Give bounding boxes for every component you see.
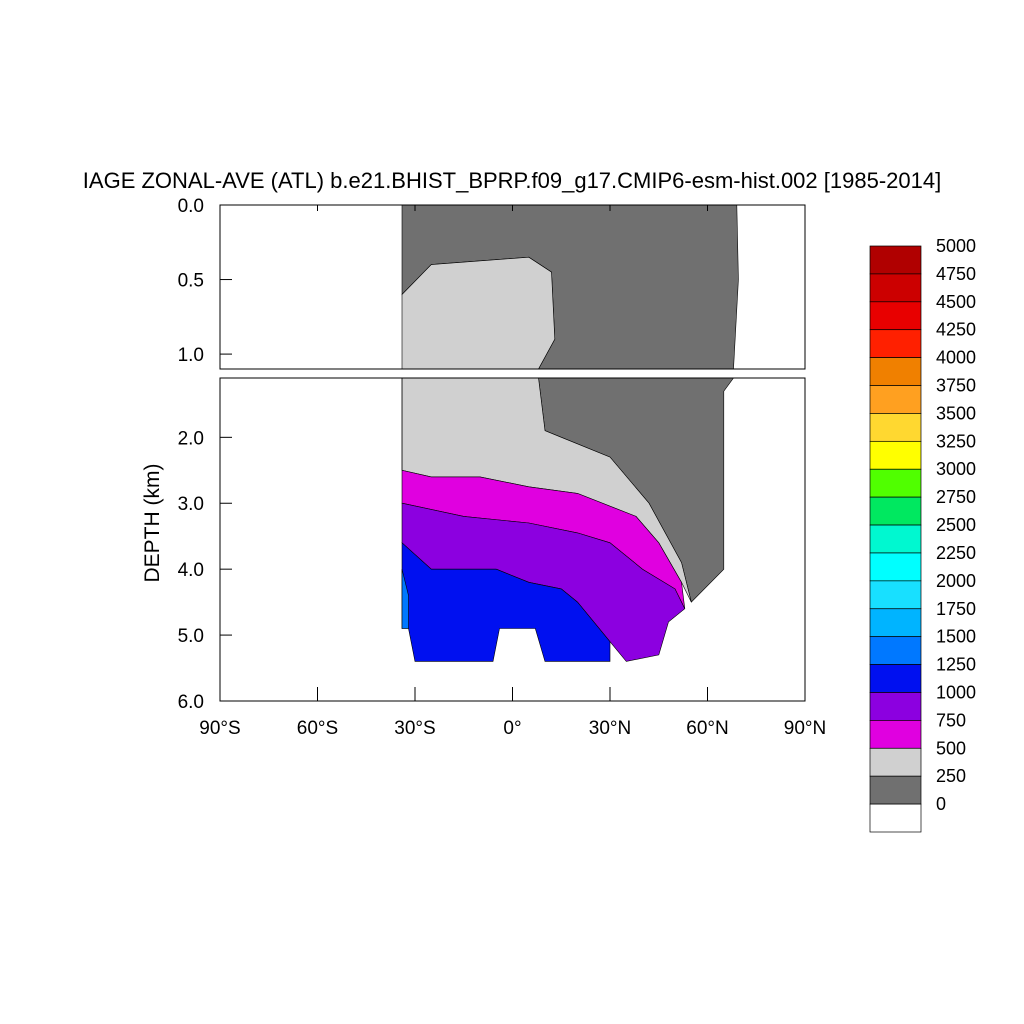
contour-region-1000-1250-upper (402, 742, 610, 1010)
colorbar-label: 4750 (936, 264, 976, 284)
colorbar-label: 1250 (936, 655, 976, 675)
x-tick-label: 60°N (686, 718, 728, 739)
y-tick-label: 6.0 (178, 692, 204, 713)
colorbar-label: 250 (936, 766, 966, 786)
y-axis: 0.0 0.5 1.0 2.0 3.0 4.0 5.0 6.0 (178, 196, 232, 713)
colorbar-swatch (869, 524, 922, 554)
colorbar-swatch (869, 468, 922, 498)
colorbar-label: 3750 (936, 376, 976, 396)
colorbar-swatch (869, 413, 922, 442)
colorbar-swatch (869, 636, 922, 665)
colorbar-swatch (869, 720, 922, 749)
colorbar-label: 750 (936, 710, 966, 730)
colorbar-swatch (869, 775, 922, 805)
colorbar-label: 0 (936, 794, 946, 814)
y-tick-label: 2.0 (178, 428, 204, 449)
colorbar-swatch (869, 747, 922, 777)
colorbar-label: 2000 (936, 571, 976, 591)
colorbar-swatch (869, 440, 922, 470)
colorbar-swatch (869, 245, 922, 275)
x-tick-label: 90°N (784, 718, 826, 739)
x-axis: 90°S 60°S 30°S 0° 30°N 60°N 90°N (199, 205, 826, 739)
colorbar-swatch (869, 273, 922, 303)
y-tick-label: 0.0 (178, 196, 204, 217)
x-tick-label: 0° (503, 718, 521, 739)
upper-panel-fields (401, 205, 739, 1010)
x-tick-label: 90°S (199, 718, 240, 739)
x-tick-label: 60°S (297, 718, 338, 739)
colorbar-label: 3000 (936, 459, 976, 479)
colorbar-label: 3500 (936, 403, 976, 423)
colorbar-swatch (869, 608, 922, 638)
y-tick-label: 4.0 (178, 560, 204, 581)
colorbar-label: 2750 (936, 487, 976, 507)
colorbar-swatch (869, 803, 922, 833)
contour-region-750-1000-upper (402, 652, 685, 1010)
y-tick-label: 3.0 (178, 494, 204, 515)
contour-region-1250-1500-lower (401, 569, 409, 629)
colorbar-label: 4000 (936, 348, 976, 368)
contour-region-250-500-upper (401, 256, 556, 369)
colorbar-swatch (869, 496, 922, 526)
y-tick-label: 5.0 (178, 626, 204, 647)
colorbar-swatch (869, 357, 922, 386)
colorbar-swatch (869, 664, 922, 693)
colorbar-label: 1750 (936, 599, 976, 619)
colorbar: 0 250 500 750 1000 1250 1500 1750 2000 2250 2500 27… (869, 236, 976, 833)
y-tick-label: 1.0 (178, 345, 204, 366)
colorbar-label: 4250 (936, 320, 976, 340)
colorbar-label: 2250 (936, 543, 976, 563)
colorbar-label: 2500 (936, 515, 976, 535)
colorbar-label: 1000 (936, 682, 976, 702)
colorbar-swatch (869, 580, 922, 610)
colorbar-label: 5000 (936, 236, 976, 256)
colorbar-swatch (869, 329, 922, 358)
colorbar-label: 4500 (936, 292, 976, 312)
contour-region-1000-1250-lower (401, 542, 611, 662)
lower-panel-fields (401, 378, 734, 662)
page-title: IAGE ZONAL-AVE (ATL) b.e21.BHIST_BPRP.f0… (82, 168, 942, 193)
colorbar-swatch (869, 692, 922, 721)
y-tick-label: 0.5 (178, 271, 204, 292)
colorbar-swatch (869, 552, 922, 582)
contour-region-1250-1500-upper (402, 801, 409, 935)
colorbar-label: 1500 (936, 627, 976, 647)
colorbar-swatch (869, 385, 922, 414)
x-tick-label: 30°S (394, 718, 435, 739)
colorbar-swatch (869, 301, 922, 331)
colorbar-label: 500 (936, 738, 966, 758)
x-tick-label: 30°N (589, 718, 631, 739)
colorbar-label: 3250 (936, 431, 976, 451)
y-axis-title: DEPTH (km) (141, 464, 164, 583)
